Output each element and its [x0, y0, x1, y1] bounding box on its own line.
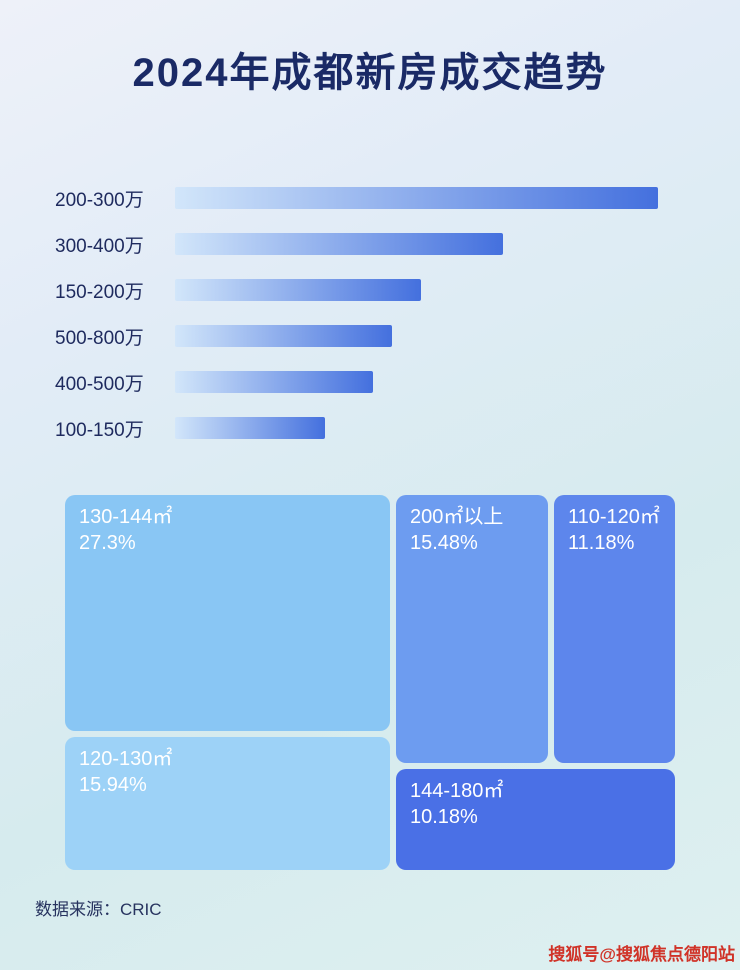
- treemap-block-value: 10.18%: [410, 806, 478, 828]
- bar: [175, 371, 374, 393]
- bar: [175, 417, 325, 439]
- bar-row: 100-150万: [55, 417, 658, 441]
- watermark: 搜狐号@搜狐焦点德阳站: [548, 945, 735, 964]
- treemap-block-label: 120-130㎡: [79, 748, 173, 770]
- data-source-note: 数据来源：CRIC: [35, 900, 162, 919]
- treemap-block-value: 15.48%: [410, 532, 478, 554]
- treemap-block-label: 200㎡以上: [410, 506, 504, 528]
- bar-category-label: 300-400万: [55, 235, 144, 257]
- bar-track: [175, 187, 658, 209]
- bar-row: 150-200万: [55, 279, 658, 303]
- treemap-block-value: 27.3%: [79, 532, 136, 554]
- bar: [175, 325, 393, 347]
- bar-category-label: 400-500万: [55, 373, 144, 395]
- treemap-block: 200㎡以上 15.48%: [396, 495, 548, 763]
- bar-row: 400-500万: [55, 371, 658, 395]
- treemap-block-label: 144-180㎡: [410, 780, 504, 802]
- bar-category-label: 200-300万: [55, 189, 144, 211]
- treemap-block: 144-180㎡ 10.18%: [396, 769, 675, 870]
- treemap-block-value: 15.94%: [79, 774, 147, 796]
- treemap-block-label: 110-120㎡: [568, 506, 660, 528]
- bar-chart: 200-300万 300-400万 150-200万 500-800万 400-500万…: [55, 187, 658, 463]
- bar: [175, 279, 422, 301]
- bar-category-label: 100-150万: [55, 419, 144, 441]
- bar-row: 200-300万: [55, 187, 658, 211]
- bar: [175, 187, 658, 209]
- bar: [175, 233, 504, 255]
- treemap-chart: 130-144㎡ 27.3% 120-130㎡ 15.94% 200㎡以上 15.48% 1…: [65, 495, 675, 870]
- bar-row: 300-400万: [55, 233, 658, 257]
- bar-track: [175, 417, 658, 439]
- bar-category-label: 500-800万: [55, 327, 144, 349]
- bar-track: [175, 279, 658, 301]
- bar-category-label: 150-200万: [55, 281, 144, 303]
- page-title: 2024年成都新房成交趋势: [132, 51, 608, 95]
- treemap-block: 130-144㎡ 27.3%: [65, 495, 390, 731]
- bar-row: 500-800万: [55, 325, 658, 349]
- bar-track: [175, 371, 658, 393]
- bar-track: [175, 233, 658, 255]
- treemap-block: 110-120㎡ 11.18%: [554, 495, 675, 763]
- treemap-block-label: 130-144㎡: [79, 506, 173, 528]
- treemap-block-value: 11.18%: [568, 532, 635, 554]
- bar-track: [175, 325, 658, 347]
- treemap-block: 120-130㎡ 15.94%: [65, 737, 390, 870]
